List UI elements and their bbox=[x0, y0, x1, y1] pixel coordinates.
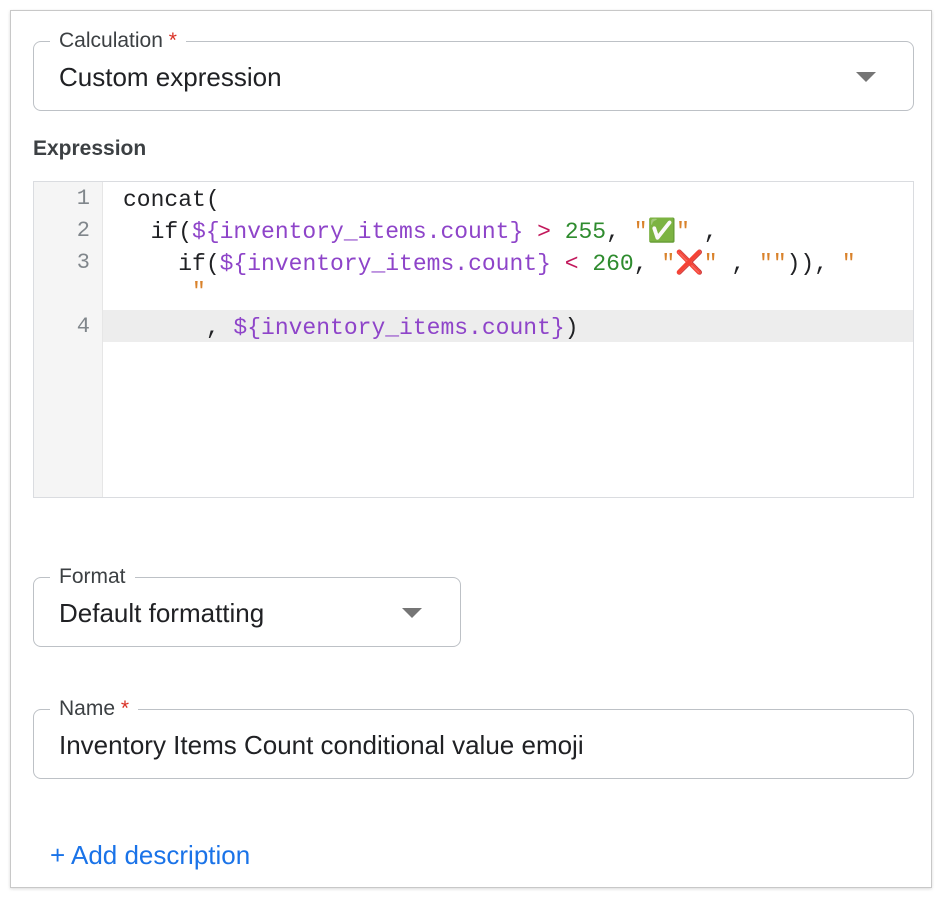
code-token: "" bbox=[759, 251, 787, 277]
name-value[interactable]: Inventory Items Count conditional value … bbox=[59, 730, 584, 760]
expression-editor[interactable]: 1 2 3 4 concat( if(${inventory_items.cou… bbox=[33, 181, 914, 498]
code-token: , bbox=[123, 315, 234, 341]
code-token: " bbox=[841, 251, 856, 277]
code-token: if( bbox=[123, 219, 193, 245]
name-input[interactable]: Name * Inventory Items Count conditional… bbox=[33, 696, 914, 779]
format-label: Format bbox=[50, 564, 135, 590]
code-token: )), bbox=[786, 251, 842, 277]
calculation-select[interactable]: Calculation * Custom expression bbox=[33, 28, 914, 111]
code-token: , bbox=[633, 251, 662, 277]
chevron-down-icon[interactable] bbox=[856, 72, 876, 82]
code-token: ) bbox=[564, 315, 579, 341]
code-line[interactable]: if(${inventory_items.count} > 255, "✅" , bbox=[123, 216, 718, 248]
code-line[interactable]: concat( bbox=[123, 184, 220, 216]
code-token: 260 bbox=[592, 251, 634, 277]
code-token: "✅" bbox=[633, 219, 690, 245]
line-number-gutter: 1 2 3 4 bbox=[34, 182, 103, 497]
expression-label: Expression bbox=[33, 137, 147, 160]
active-line-highlight bbox=[34, 310, 913, 342]
format-select[interactable]: Format Default formatting bbox=[33, 564, 461, 647]
format-value: Default formatting bbox=[59, 598, 265, 628]
code-token: if( bbox=[123, 251, 220, 277]
code-token: " bbox=[123, 279, 206, 305]
code-token: concat( bbox=[123, 187, 220, 213]
name-label: Name * bbox=[50, 696, 139, 722]
add-description-link[interactable]: + Add description bbox=[50, 840, 251, 870]
line-number: 4 bbox=[76, 314, 90, 339]
code-token: , bbox=[689, 219, 718, 245]
code-line[interactable]: , ${inventory_items.count}) bbox=[123, 312, 579, 344]
code-token: ${inventory_items.count} bbox=[233, 315, 565, 341]
line-number: 2 bbox=[76, 218, 90, 243]
line-number: 1 bbox=[76, 186, 90, 211]
calculation-value: Custom expression bbox=[59, 62, 282, 92]
code-token: ${inventory_items.count} bbox=[192, 219, 524, 245]
chevron-down-icon[interactable] bbox=[402, 608, 422, 618]
code-line[interactable]: " bbox=[123, 276, 206, 308]
code-token: , bbox=[606, 219, 634, 245]
calculation-label: Calculation * bbox=[50, 28, 186, 54]
code-token: < bbox=[550, 251, 593, 277]
line-number: 3 bbox=[76, 250, 90, 275]
code-token: 255 bbox=[564, 219, 607, 245]
code-token: , bbox=[717, 251, 760, 277]
code-line[interactable]: if(${inventory_items.count} < 260, "❌" ,… bbox=[123, 248, 856, 280]
code-token: ${inventory_items.count} bbox=[219, 251, 551, 277]
code-token: > bbox=[523, 219, 565, 245]
code-token: "❌" bbox=[661, 251, 718, 277]
